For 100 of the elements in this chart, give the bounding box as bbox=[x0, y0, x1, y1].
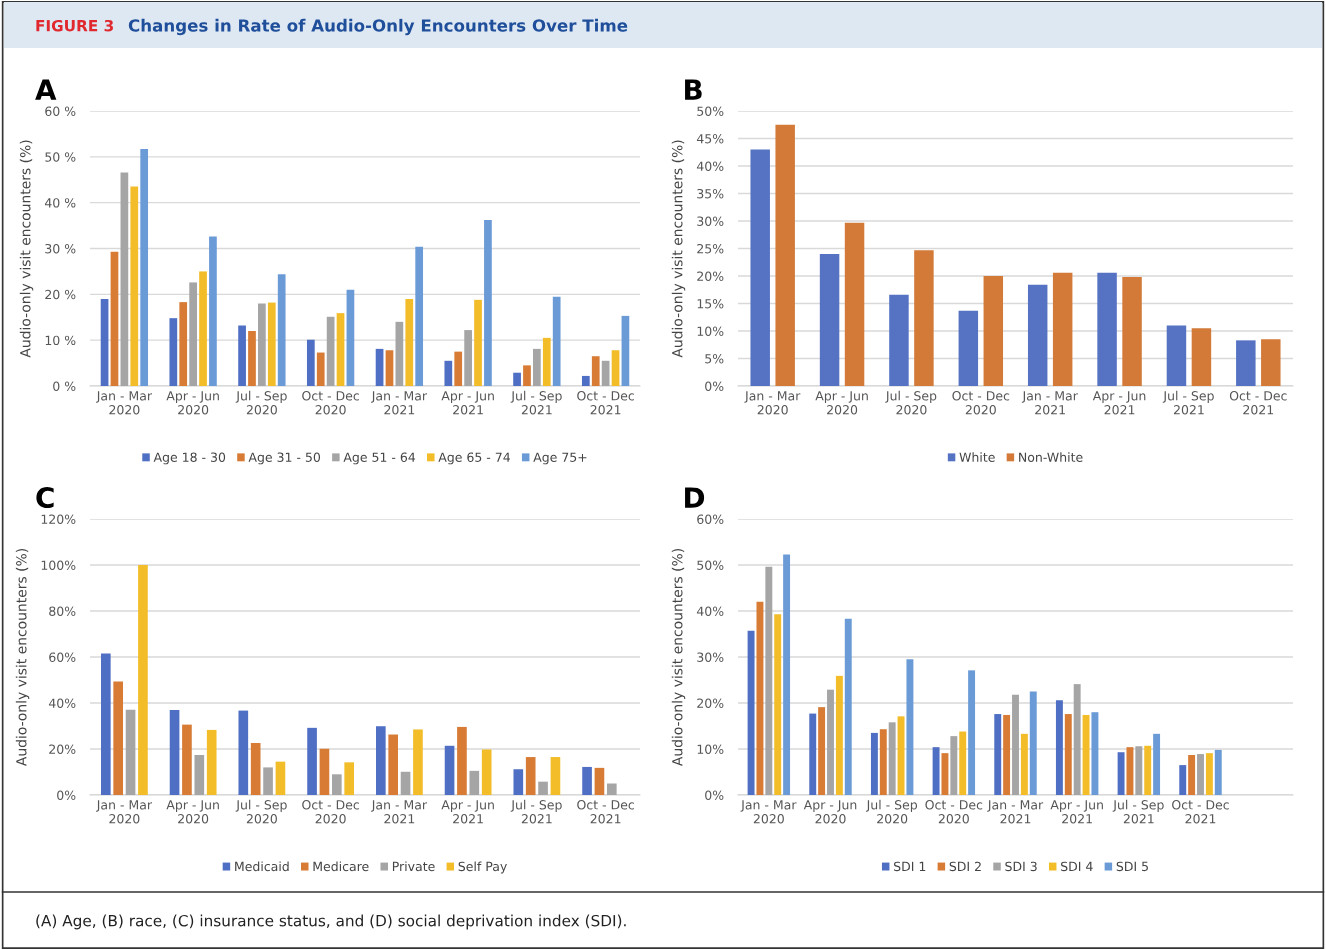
bar bbox=[331, 774, 342, 795]
bar bbox=[385, 350, 394, 386]
bar bbox=[1052, 272, 1073, 386]
bar bbox=[621, 315, 630, 386]
bar bbox=[1117, 752, 1125, 795]
legend-label: Age 65 - 74 bbox=[438, 452, 510, 465]
bar bbox=[827, 689, 834, 795]
bar bbox=[1197, 754, 1204, 795]
bar bbox=[484, 220, 492, 386]
x-tick-label: Oct - Dec 2020 bbox=[302, 391, 359, 415]
x-tick-label: Jul - Sep 2020 bbox=[235, 799, 287, 824]
bar bbox=[248, 331, 256, 386]
bar bbox=[238, 710, 249, 795]
y-tick-label: 30% bbox=[697, 216, 724, 226]
bar bbox=[581, 375, 590, 386]
y-axis-title: Audio-only visit encounters (%) bbox=[671, 140, 686, 358]
x-tick-label: Jul - Sep 2021 bbox=[510, 390, 562, 415]
bar bbox=[1144, 745, 1152, 795]
bar bbox=[405, 298, 414, 386]
bar bbox=[932, 747, 940, 795]
bar bbox=[959, 731, 967, 795]
bar bbox=[179, 302, 188, 386]
legend-label: SDI 5 bbox=[1116, 861, 1148, 872]
bar bbox=[1064, 714, 1072, 795]
x-tick-label: Jan - Mar 2021 bbox=[987, 800, 1044, 824]
bar bbox=[950, 736, 958, 795]
bar bbox=[130, 186, 139, 386]
bar bbox=[818, 707, 826, 795]
y-tick-label: 20% bbox=[49, 744, 76, 754]
bar bbox=[1236, 340, 1256, 386]
bar bbox=[550, 757, 561, 795]
bar bbox=[1261, 339, 1281, 386]
bar bbox=[454, 351, 463, 386]
chart-title: B bbox=[685, 79, 702, 100]
bar bbox=[1029, 691, 1037, 795]
caption: FIGURE 3 bbox=[36, 19, 113, 32]
x-tick-label: Jul - Sep 2020 bbox=[885, 390, 937, 415]
bar bbox=[1012, 694, 1019, 795]
bar bbox=[1082, 714, 1090, 795]
legend-label: Medicare bbox=[313, 861, 369, 872]
x-tick-label: Oct - Dec 2020 bbox=[952, 391, 1010, 415]
bar bbox=[914, 250, 934, 386]
y-tick-label: 40 % bbox=[44, 198, 76, 208]
bar bbox=[1126, 747, 1134, 795]
bar bbox=[469, 770, 480, 795]
y-tick-label: 10% bbox=[697, 744, 724, 754]
y-tick-label: 20% bbox=[697, 698, 724, 708]
bar bbox=[844, 222, 865, 386]
bar bbox=[611, 350, 620, 386]
bar bbox=[538, 781, 548, 795]
bar bbox=[1027, 284, 1048, 386]
bar bbox=[444, 360, 453, 386]
bar bbox=[100, 298, 109, 386]
bar bbox=[209, 236, 217, 386]
y-tick-label: 5% bbox=[705, 353, 724, 364]
bar bbox=[582, 766, 592, 795]
bar bbox=[533, 348, 541, 386]
x-tick-label: Jan - Mar 2021 bbox=[371, 800, 428, 824]
bar bbox=[194, 754, 205, 795]
bar bbox=[870, 732, 878, 795]
y-tick-label: 40% bbox=[696, 161, 724, 171]
chart-title: C bbox=[36, 487, 54, 509]
y-tick-label: 0 % bbox=[53, 381, 76, 391]
bar bbox=[542, 337, 551, 386]
legend-label: Age 75+ bbox=[533, 452, 587, 465]
bar bbox=[120, 172, 129, 386]
bar bbox=[1073, 684, 1081, 795]
bar bbox=[326, 316, 335, 386]
y-tick-label: 10 % bbox=[45, 335, 76, 346]
bar bbox=[897, 716, 905, 795]
bar bbox=[809, 713, 817, 795]
bar bbox=[444, 745, 455, 795]
y-axis-title: Audio-only visit encounters (%) bbox=[15, 549, 30, 767]
bar bbox=[523, 365, 531, 386]
bar bbox=[835, 675, 843, 795]
bar bbox=[344, 762, 355, 795]
x-tick-label: Apr - Jun 2021 bbox=[1092, 391, 1146, 415]
y-tick-label: 45% bbox=[696, 133, 724, 144]
legend-label: Private bbox=[392, 861, 435, 872]
x-tick-label: Jul - Sep 2021 bbox=[510, 799, 562, 824]
y-tick-label: 35% bbox=[697, 188, 724, 199]
legend-label: SDI 4 bbox=[1061, 861, 1093, 872]
legend-label: Medicaid bbox=[235, 861, 289, 872]
bar bbox=[552, 296, 561, 386]
bar bbox=[513, 372, 521, 386]
bar bbox=[110, 251, 119, 386]
y-tick-label: 50% bbox=[697, 560, 724, 570]
x-tick-label: Jul - Sep 2020 bbox=[865, 799, 918, 824]
x-tick-label: Jan - Mar 2020 bbox=[740, 800, 797, 824]
y-tick-label: 30 % bbox=[45, 243, 76, 254]
y-tick-label: 20 % bbox=[45, 289, 76, 300]
bar bbox=[415, 246, 424, 386]
x-tick-label: Apr - Jun 2021 bbox=[441, 391, 494, 415]
legend-label: Self Pay bbox=[458, 861, 507, 874]
bar bbox=[307, 727, 317, 795]
bar bbox=[994, 714, 1002, 795]
x-tick-label: Jul - Sep 2021 bbox=[1112, 799, 1164, 824]
bar bbox=[189, 282, 197, 386]
bar bbox=[169, 709, 180, 795]
bar bbox=[346, 289, 355, 386]
